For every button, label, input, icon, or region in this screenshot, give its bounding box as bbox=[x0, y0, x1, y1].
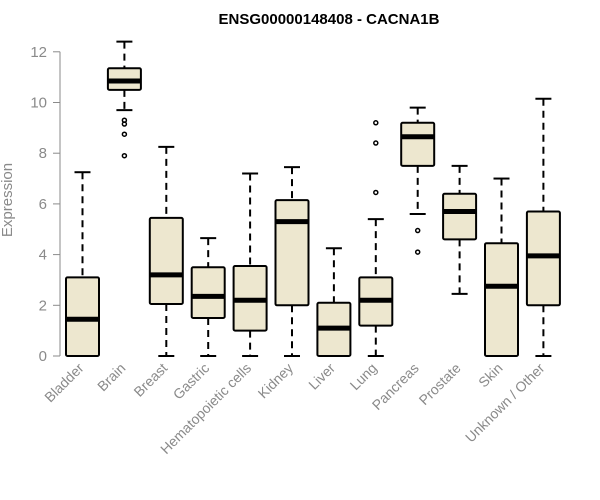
box-iqr bbox=[274, 199, 310, 307]
y-tick-label: 12 bbox=[30, 44, 47, 61]
y-axis: 0 2 4 6 8 10 12 bbox=[30, 44, 61, 365]
box-pancreas bbox=[400, 106, 436, 255]
box-prostate bbox=[442, 164, 478, 295]
y-tick-label: 2 bbox=[39, 297, 47, 314]
x-category-label: Unknown / Other bbox=[462, 360, 548, 446]
outlier-point bbox=[121, 131, 128, 137]
box-brain bbox=[106, 40, 142, 159]
y-tick-label: 8 bbox=[39, 145, 47, 162]
box-lung bbox=[358, 120, 394, 357]
box-liver bbox=[316, 247, 352, 358]
x-category-label: Prostate bbox=[416, 360, 464, 408]
box-skin bbox=[484, 177, 519, 358]
outlier-point bbox=[414, 227, 421, 234]
x-category-label: Brain bbox=[94, 360, 128, 394]
box-iqr bbox=[148, 216, 184, 306]
box-gastric bbox=[190, 237, 226, 357]
boxes-group bbox=[65, 40, 561, 358]
box-iqr bbox=[484, 242, 519, 358]
box-hematopoietic-cells bbox=[232, 172, 268, 357]
y-tick-label: 4 bbox=[39, 247, 47, 264]
box-bladder bbox=[65, 171, 100, 358]
x-category-label: Pancreas bbox=[369, 360, 422, 413]
y-axis-label: Expression bbox=[0, 163, 16, 237]
x-category-label: Bladder bbox=[41, 360, 87, 406]
outlier-point bbox=[373, 140, 379, 146]
box-breast bbox=[148, 145, 184, 357]
x-category-label: Liver bbox=[305, 360, 338, 393]
outlier-point bbox=[373, 189, 379, 196]
box-unknown-other bbox=[525, 97, 561, 357]
y-tick-label: 0 bbox=[39, 348, 47, 365]
outlier-point bbox=[373, 120, 379, 126]
box-iqr bbox=[525, 210, 561, 307]
box-iqr bbox=[442, 192, 478, 241]
box-iqr bbox=[400, 121, 436, 167]
outlier-point bbox=[121, 152, 128, 159]
x-category-label: Lung bbox=[347, 360, 380, 393]
box-kidney bbox=[274, 166, 310, 357]
y-tick-label: 10 bbox=[30, 95, 47, 112]
box-iqr bbox=[65, 276, 100, 358]
outlier-point bbox=[414, 249, 421, 255]
y-tick-label: 6 bbox=[39, 196, 47, 213]
x-category-label: Breast bbox=[130, 360, 170, 400]
x-category-label: Kidney bbox=[255, 360, 297, 402]
outlier-point bbox=[121, 121, 128, 127]
x-category-label: Skin bbox=[475, 360, 506, 391]
box-iqr bbox=[190, 266, 226, 319]
chart-title: ENSG00000148408 - CACNA1B bbox=[219, 11, 440, 28]
